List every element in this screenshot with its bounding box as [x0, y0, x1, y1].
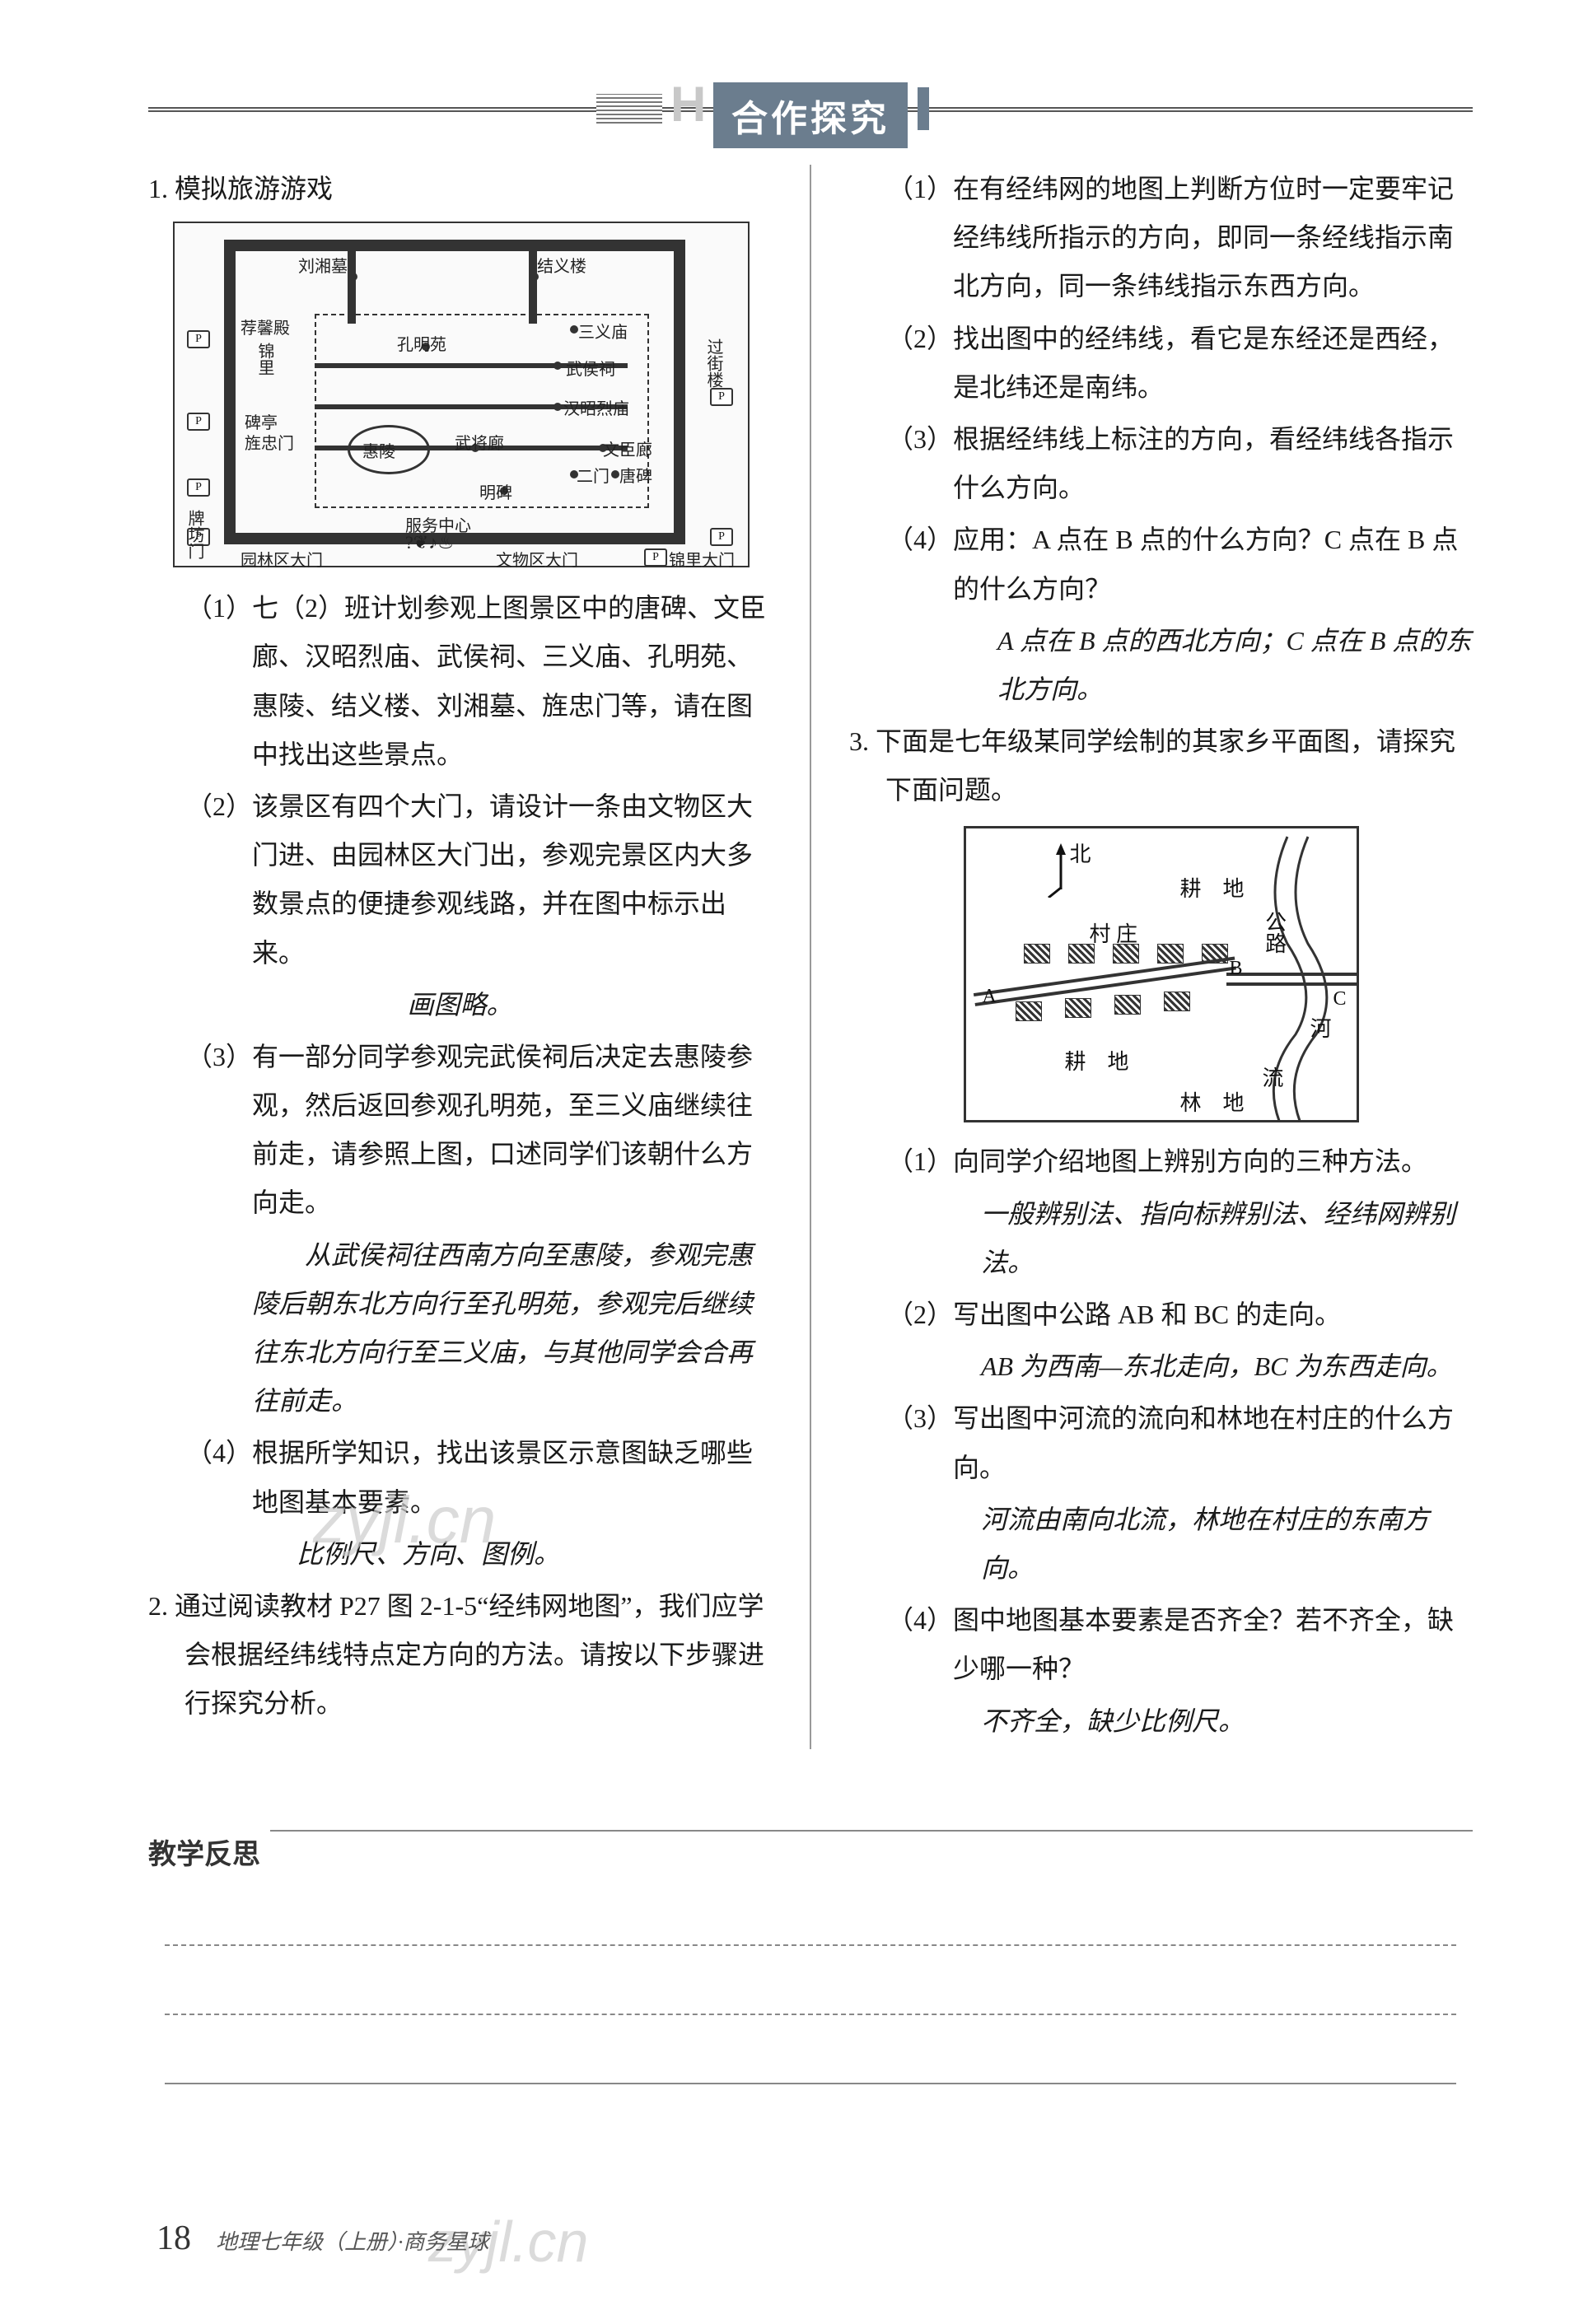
header-stripes — [596, 94, 662, 124]
q1-3: （3）有一部分同学参观完武侯祠后决定去惠陵参观，然后返回参观孔明苑，至三义庙继续… — [148, 1033, 772, 1228]
gonglu-label: 公路 — [1254, 911, 1294, 954]
q3-2: （2）写出图中公路 AB 和 BC 的走向。 — [849, 1290, 1473, 1339]
page-number: 18 — [156, 2219, 191, 2258]
column-separator — [810, 165, 811, 1749]
p-icon: P — [710, 528, 733, 546]
label-jinlidamen: 锦里大门 — [669, 546, 735, 576]
q3-4-answer: 不齐全，缺少比例尺。 — [849, 1697, 1473, 1746]
point-a: A — [983, 978, 997, 1015]
q3-3-answer: 河流由南向北流，林地在村庄的东南方向。 — [849, 1496, 1473, 1593]
reflection-title: 教学反思 — [148, 1832, 260, 1872]
two-column-layout: 1. 模拟旅游游戏 P P — [148, 165, 1473, 1749]
label-kongmingyuan: 孔明苑 — [397, 330, 446, 361]
header-accent-bar — [918, 87, 929, 130]
p-icon: P — [187, 478, 210, 497]
left-column: 1. 模拟旅游游戏 P P — [148, 165, 772, 1749]
map-dot — [349, 273, 357, 281]
liu-label: 流 — [1263, 1059, 1284, 1099]
q3-4: （4）图中地图基本要素是否齐全？若不齐全，缺少哪一种？ — [849, 1596, 1473, 1693]
q1-4: （4）根据所学知识，找出该景区示意图缺乏哪些地图基本要素。 — [148, 1429, 772, 1526]
page: H 合作探究 1. 模拟旅游游戏 — [0, 0, 1588, 2324]
page-footer: 18 地理七年级（上册）·商务星球 — [156, 2219, 489, 2258]
scenic-map-figure: P P P P P P P 刘湘墓 结 — [173, 222, 750, 567]
blank-line — [165, 1897, 1456, 1946]
footer-subject: 地理七年级（上册）·商务星球 — [216, 2225, 489, 2256]
label-jinli: 锦里 — [249, 343, 279, 376]
section-header: H 合作探究 — [148, 82, 1473, 140]
lindi-label: 林 地 — [1180, 1084, 1245, 1123]
q1-1: （1）七（2）班计划参观上图景区中的唐碑、文臣廊、汉昭烈庙、武侯祠、三义庙、孔明… — [148, 584, 772, 779]
reflection-rule — [270, 1830, 1473, 1832]
q3-1: （1）向同学介绍地图上辨别方向的三种方法。 — [849, 1137, 1473, 1186]
q3: 3. 下面是七年级某同学绘制的其家乡平面图，请探究下面问题。 — [849, 717, 1473, 814]
r3: （3）根据经纬线上标注的方向，看经纬线各指示什么方向。 — [849, 415, 1473, 512]
map-road — [674, 240, 685, 544]
p-icon: P — [710, 388, 733, 406]
blank-line — [165, 2035, 1456, 2084]
r2: （2）找出图中的经纬线，看它是东经还是西经，是北纬还是南纬。 — [849, 315, 1473, 412]
map-road — [224, 240, 685, 251]
header-title: 合作探究 — [713, 82, 908, 148]
q3-2-answer: AB 为西南—东北走向，BC 为东西走向。 — [849, 1342, 1473, 1391]
blank-line — [165, 1966, 1456, 2015]
p-icon: P — [187, 330, 210, 348]
q3-3: （3）写出图中河流的流向和林地在村庄的什么方向。 — [849, 1394, 1473, 1491]
hometown-map-figure: 北 耕 地 村 庄 — [964, 826, 1359, 1122]
header-h-watermark: H — [670, 76, 706, 133]
p-icon: P — [644, 548, 667, 567]
label-erfang: 二门 — [577, 462, 610, 492]
label-jingzhongmen: 旌忠门 — [245, 429, 294, 460]
map-road — [224, 240, 236, 544]
label-wujiangguan: 武将廊 — [455, 429, 504, 460]
r4: （4）应用：A 点在 B 点的什么方向？C 点在 B 点的什么方向？ — [849, 516, 1473, 613]
he-label: 河 — [1310, 1010, 1332, 1049]
reflection-lines — [148, 1897, 1473, 2084]
right-column: （1）在有经纬网的地图上判断方位时一定要牢记经纬线所指示的方向，即同一条经线指示… — [849, 165, 1473, 1749]
label-guojielou: 过街楼 — [698, 338, 728, 388]
label-tangbei: 唐碑 — [619, 462, 652, 492]
q2: 2. 通过阅读教材 P27 图 2-1-5“经纬网地图”，我们应学会根据经纬线特… — [148, 1582, 772, 1729]
r1: （1）在有经纬网的地图上判断方位时一定要牢记经纬线所指示的方向，即同一条经线指示… — [849, 165, 1473, 311]
label-sanyimiao: 三义庙 — [578, 318, 628, 348]
label-paifangmen: 牌坊门 — [179, 510, 209, 559]
p-icon: P — [187, 413, 210, 431]
label-wenwuqudamen: 文物区大门 — [496, 546, 578, 576]
q1-2-answer: 画图略。 — [148, 981, 772, 1029]
river-path — [966, 828, 1361, 1125]
map-road — [529, 241, 537, 324]
q1-2: （2）该景区有四个大门，请设计一条由文物区大门进、由园林区大门出，参观完景区内大… — [148, 782, 772, 978]
label-hanzhaoliemiao: 汉昭烈庙 — [563, 394, 629, 425]
q3-1-answer: 一般辨别法、指向标辨别法、经纬网辨别法。 — [849, 1190, 1473, 1287]
label-wuhouci: 武侯祠 — [566, 355, 615, 385]
r4-answer: A 点在 B 点的西北方向；C 点在 B 点的东北方向。 — [849, 617, 1473, 714]
label-jieyilou: 结义楼 — [537, 252, 586, 282]
label-xiqidian: 荐馨殿 — [241, 314, 290, 344]
label-mingbei: 明碑 — [479, 478, 512, 509]
label-huiling: 惠陵 — [362, 437, 395, 468]
q1-4-answer: 比例尺、方向、图例。 — [148, 1530, 772, 1579]
map-road — [348, 241, 356, 324]
reflection-section: 教学反思 — [148, 1790, 1473, 2084]
q1-title: 1. 模拟旅游游戏 — [148, 165, 772, 213]
q1-3-answer: 从武侯祠往西南方向至惠陵，参观完惠陵后朝东北方向行至孔明苑，参观完后继续往东北方… — [148, 1231, 772, 1426]
label-yuanlinqudamen: 园林区大门 — [241, 546, 323, 576]
point-b: B — [1230, 950, 1243, 987]
gengdi-label-bottom: 耕 地 — [1065, 1043, 1129, 1082]
point-c: C — [1333, 981, 1347, 1017]
label-liuxiangmu: 刘湘墓 — [298, 252, 348, 282]
